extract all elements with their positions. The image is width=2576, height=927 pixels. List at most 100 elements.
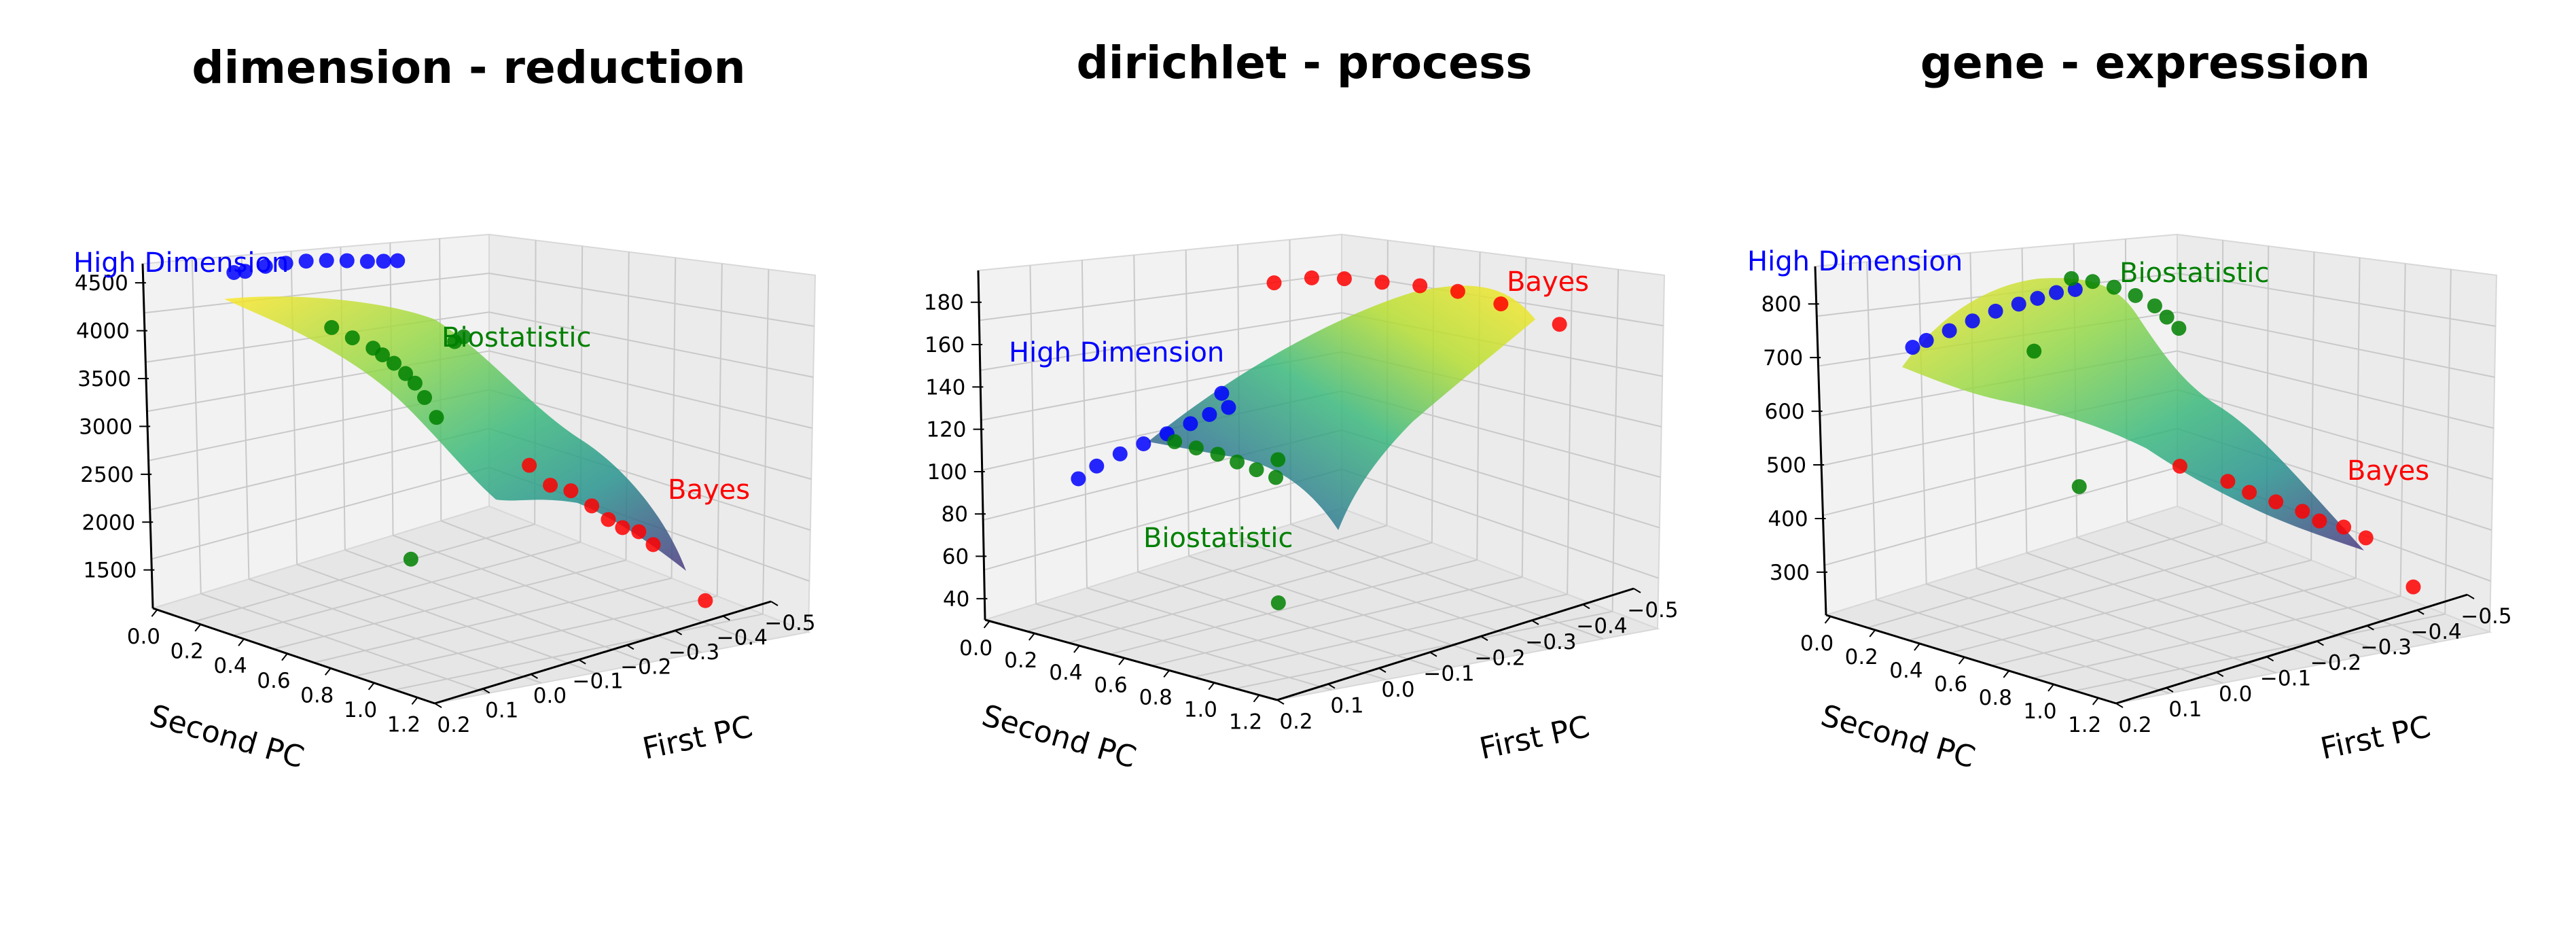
grid-line xyxy=(313,577,672,663)
y-tick-mark xyxy=(368,682,375,690)
z-tick-label: 2000 xyxy=(82,510,135,535)
scatter-point xyxy=(1450,283,1465,299)
x-tick-label: 0.1 xyxy=(485,699,518,723)
x-tick-label: −0.3 xyxy=(1525,630,1576,654)
scatter-point xyxy=(2358,530,2374,546)
y-tick-label: 1.2 xyxy=(387,712,421,737)
scatter-point xyxy=(2312,513,2327,529)
x-axis-label: First PC xyxy=(640,710,756,767)
surface-mesh xyxy=(224,296,686,571)
y-tick-label: 1.2 xyxy=(2068,713,2101,737)
grid-line xyxy=(2177,389,2493,480)
grid-line xyxy=(200,593,488,694)
scatter-point xyxy=(1270,595,1286,611)
z-axis-line xyxy=(1814,266,1827,616)
surface-mesh xyxy=(1148,285,1535,530)
scatter-point xyxy=(2049,285,2064,300)
y-tick-label: 0.2 xyxy=(1004,648,1037,673)
scatter-point xyxy=(403,551,418,567)
x-tick-mark xyxy=(722,615,730,621)
scatter-point xyxy=(2030,290,2045,306)
z-tick-label: 3000 xyxy=(79,415,132,439)
grid-line xyxy=(488,273,815,327)
scatter-point xyxy=(344,330,360,346)
scatter-point xyxy=(1221,400,1236,415)
scatter-point xyxy=(1071,471,1086,487)
scatter-point xyxy=(563,483,579,499)
scatter-point xyxy=(522,457,537,473)
scatter-point xyxy=(2171,321,2187,336)
y-tick-label: 0.2 xyxy=(1845,645,1878,669)
x-tick-label: 0.0 xyxy=(2219,682,2252,706)
scatter-point xyxy=(2128,287,2143,303)
y-tick-label: 1.0 xyxy=(1184,698,1217,722)
z-tick-label: 3500 xyxy=(77,367,131,391)
grid-line xyxy=(1908,541,2267,642)
y-axis-line xyxy=(1825,614,2117,705)
scatter-point xyxy=(339,253,355,268)
grid-line xyxy=(488,311,814,378)
scatter-point xyxy=(1965,313,1980,329)
y-tick-label: 0.4 xyxy=(213,654,247,678)
scatter-point xyxy=(1249,462,1264,478)
scatter-point xyxy=(456,329,471,345)
y-axis-label: Second PC xyxy=(146,698,308,775)
chart-title: dirichlet - process xyxy=(1076,37,1532,89)
grid-line xyxy=(393,534,702,653)
scatter-point xyxy=(543,477,558,493)
z-tick-label: 400 xyxy=(1768,507,1808,531)
annotation-bayes: Bayes xyxy=(1507,266,1589,298)
grid-line xyxy=(149,427,490,511)
z-tick-label: 180 xyxy=(924,291,964,315)
z-tick-label: 4000 xyxy=(76,319,130,344)
scatter-point xyxy=(1304,270,1319,285)
scatter-point xyxy=(1374,275,1390,290)
scatter-point xyxy=(1183,416,1198,432)
x-tick-mark xyxy=(2166,687,2174,693)
x-axis-line xyxy=(434,600,772,705)
y-tick-label: 0.4 xyxy=(1889,659,1922,683)
scatter-point xyxy=(601,512,616,527)
annotation-biostatistic: Biostatistic xyxy=(442,322,592,353)
scatter-point xyxy=(2011,296,2026,312)
y-tick-mark xyxy=(1824,616,1831,624)
scatter-point xyxy=(1230,454,1245,470)
scatter-point xyxy=(2071,478,2087,494)
scatter-point xyxy=(1112,446,1128,461)
y-tick-mark xyxy=(1163,669,1170,678)
grid-line xyxy=(2177,273,2496,327)
y-tick-label: 0.0 xyxy=(127,625,160,649)
y-tick-label: 0.0 xyxy=(959,636,992,661)
scatter-point xyxy=(645,537,661,553)
grid-line xyxy=(1235,610,1613,690)
x-tick-label: 0.2 xyxy=(1279,710,1312,734)
scatter-point xyxy=(2106,279,2122,295)
grid-line xyxy=(1867,523,2222,629)
grid-line xyxy=(1151,576,1522,667)
scatter-point xyxy=(1988,303,2003,319)
scatter-point xyxy=(319,253,334,268)
scatter-point xyxy=(1336,271,1352,287)
grid-lines xyxy=(979,239,1664,690)
x-tick-label: −0.1 xyxy=(1423,662,1474,686)
x-tick-mark xyxy=(2266,656,2274,662)
grid-line xyxy=(1068,542,1433,644)
grid-line xyxy=(670,258,677,578)
scatter-point xyxy=(298,253,314,269)
scatter-point xyxy=(386,355,401,371)
y-tick-label: 0.6 xyxy=(1094,673,1127,697)
scatter-point xyxy=(1918,332,1934,348)
x-tick-label: 0.0 xyxy=(1381,678,1414,702)
y-tick-label: 0.6 xyxy=(257,669,290,693)
z-tick-label: 1500 xyxy=(83,559,137,583)
scatter-point xyxy=(615,520,630,536)
x-tick-mark xyxy=(770,601,779,606)
grid-line xyxy=(1926,583,2223,684)
z-tick-label: 60 xyxy=(942,545,969,570)
surface xyxy=(224,296,686,571)
scatter-point xyxy=(398,366,414,381)
grid-line xyxy=(716,263,723,597)
x-tick-mark xyxy=(482,688,490,694)
surface xyxy=(1148,285,1535,530)
